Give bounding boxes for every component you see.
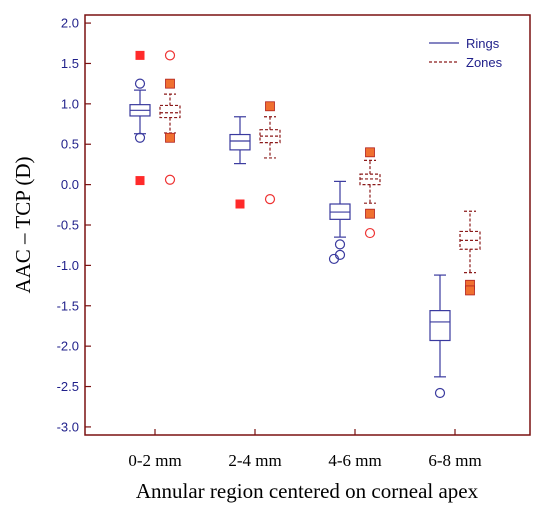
box-series xyxy=(129,50,481,399)
legend-rings-label: Rings xyxy=(466,36,500,51)
plot-frame xyxy=(84,14,531,436)
outlier-point xyxy=(364,227,376,239)
outlier-point xyxy=(434,387,446,399)
y-tick-label: -1.0 xyxy=(57,258,79,273)
outlier-point xyxy=(165,78,175,89)
box-iqr xyxy=(429,310,451,342)
y-tick-label: -2.0 xyxy=(57,339,79,354)
x-tick-label: 6-8 mm xyxy=(428,451,481,470)
box-rings-2 xyxy=(328,180,351,265)
outlier-point xyxy=(164,50,176,61)
y-tick-label: 0.0 xyxy=(61,177,79,192)
box-zones-0 xyxy=(159,50,181,185)
box-rings-3 xyxy=(429,274,451,399)
box-zones-3 xyxy=(459,210,481,296)
y-tick-label: -1.5 xyxy=(57,298,79,313)
outlier-point xyxy=(134,132,146,143)
box-zones-1 xyxy=(259,101,281,205)
outlier-point xyxy=(165,132,175,143)
outlier-point xyxy=(365,208,375,219)
y-axis-ticks: 2.0 1.5 1.0 0.5 0.0 -0.5 -1.0 -1.5 -2.0 -2.5 -3.0 xyxy=(57,16,91,434)
y-tick-label: 1.5 xyxy=(61,56,79,71)
outlier-point xyxy=(135,50,145,60)
x-axis-ticks: 0-2 mm 2-4 mm 4-6 mm 6-8 mm xyxy=(128,429,482,470)
x-tick-label: 0-2 mm xyxy=(128,451,181,470)
legend: Rings Zones xyxy=(429,36,503,70)
y-tick-label: -2.5 xyxy=(57,379,79,394)
x-axis-title: Annular region centered on corneal apex xyxy=(136,479,479,503)
box-iqr xyxy=(159,104,181,119)
x-tick-label: 2-4 mm xyxy=(228,451,281,470)
box-iqr xyxy=(259,129,281,144)
y-tick-label: 0.5 xyxy=(61,137,79,152)
box-iqr xyxy=(229,133,251,151)
outlier-point xyxy=(328,253,340,265)
outlier-point xyxy=(135,176,145,186)
y-tick-label: -3.0 xyxy=(57,419,79,434)
outlier-point xyxy=(134,78,146,89)
y-tick-label: 2.0 xyxy=(61,16,79,31)
outlier-point xyxy=(164,174,176,185)
y-axis-title: AAC – TCP (D) xyxy=(11,156,35,293)
box-rings-0 xyxy=(129,78,151,143)
y-tick-label: 1.0 xyxy=(61,96,79,111)
box-zones-2 xyxy=(359,147,381,239)
outlier-point xyxy=(264,194,276,205)
outlier-point xyxy=(465,285,475,296)
outlier-point xyxy=(365,147,375,158)
x-tick-label: 4-6 mm xyxy=(328,451,381,470)
outlier-point xyxy=(265,101,275,112)
outlier-point xyxy=(334,239,346,250)
legend-zones-label: Zones xyxy=(466,55,503,70)
outlier-point xyxy=(235,199,245,209)
y-tick-label: -0.5 xyxy=(57,218,79,233)
box-rings-1 xyxy=(229,116,251,165)
